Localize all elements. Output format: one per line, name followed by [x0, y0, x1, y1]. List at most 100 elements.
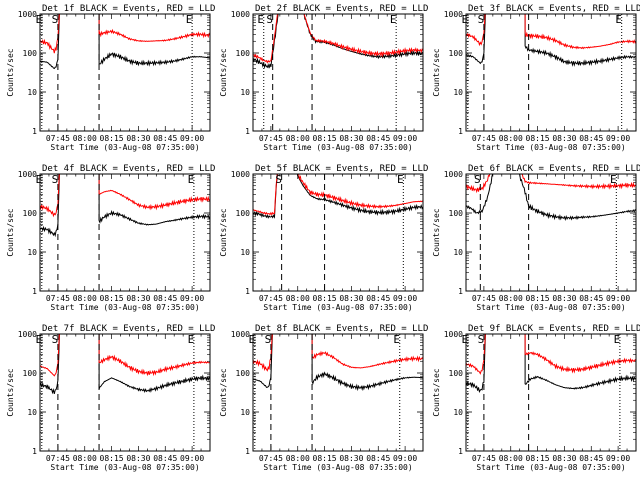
x-tick-label: 08:15: [526, 134, 550, 143]
marker-label: S: [52, 173, 59, 186]
y-tick-label: 10: [27, 248, 37, 257]
plot-frame: [39, 333, 211, 452]
x-axis-label: Start Time (03-Aug-08 07:35:00): [50, 463, 199, 472]
x-tick-label: 08:30: [552, 134, 576, 143]
chart-panel-7: Det 7f BLACK = Events, RED = LLD 1 10 100 10…: [6, 324, 215, 472]
series-line-events: [466, 334, 636, 393]
chart-panel-5: Det 5f BLACK = Events, RED = LLD 1 10 100 10…: [219, 164, 428, 312]
y-tick-label: 1: [245, 287, 250, 296]
y-tick-label: 100: [23, 369, 38, 378]
y-tick-label: 1000: [18, 330, 37, 339]
y-axis-label: Counts/sec: [432, 48, 441, 96]
series-line-lld: [466, 174, 636, 194]
y-tick-label: 1: [32, 287, 37, 296]
x-tick-label: 09:00: [180, 454, 204, 463]
x-tick-label: 08:15: [313, 134, 337, 143]
chart-title: Det 9f BLACK = Events, RED = LLD: [468, 324, 640, 334]
series-line-events: [253, 174, 423, 219]
marker-label: S: [266, 13, 273, 26]
series-line-lld: [466, 334, 636, 375]
y-tick-label: 1: [245, 127, 250, 136]
chart-title: Det 1f BLACK = Events, RED = LLD: [42, 4, 215, 14]
chart-title: Det 2f BLACK = Events, RED = LLD: [255, 4, 428, 14]
marker-label: S: [478, 13, 485, 26]
x-tick-label: 09:00: [393, 134, 417, 143]
y-axis-label: Counts/sec: [219, 208, 228, 256]
marker-label: E: [35, 173, 42, 186]
marker-label: E: [393, 333, 400, 346]
chart-title: Det 5f BLACK = Events, RED = LLD: [255, 164, 428, 174]
x-tick-label: 08:15: [100, 134, 124, 143]
x-tick-label: 08:15: [313, 294, 337, 303]
marker-label: E: [188, 333, 195, 346]
series-line-lld: [40, 174, 210, 218]
plot-frame: [465, 173, 637, 292]
x-tick-label: 08:00: [286, 454, 310, 463]
marker-label: E: [188, 173, 195, 186]
x-tick-label: 08:00: [286, 134, 310, 143]
x-tick-label: 09:00: [180, 134, 204, 143]
x-tick-label: 08:15: [313, 454, 337, 463]
x-tick-label: 08:30: [552, 294, 576, 303]
chart-panel-6: Det 6f BLACK = Events, RED = LLD 1 10 100 10…: [432, 164, 640, 312]
y-tick-label: 1: [458, 447, 463, 456]
x-tick-label: 08:45: [579, 294, 603, 303]
y-tick-label: 1000: [231, 170, 250, 179]
chart-title: Det 8f BLACK = Events, RED = LLD: [255, 324, 428, 334]
marker-label: E: [614, 333, 621, 346]
y-axis-label: Counts/sec: [219, 48, 228, 96]
y-axis-label: Counts/sec: [219, 368, 228, 416]
x-tick-label: 07:45: [472, 134, 496, 143]
series-line-events: [466, 14, 636, 67]
x-tick-label: 07:45: [46, 134, 70, 143]
plot-frame: [252, 13, 424, 132]
y-tick-label: 1: [458, 127, 463, 136]
x-tick-label: 08:30: [552, 454, 576, 463]
chart-title: Det 4f BLACK = Events, RED = LLD: [42, 164, 215, 174]
x-tick-label: 08:00: [499, 454, 523, 463]
chart-panel-3: Det 3f BLACK = Events, RED = LLD 1 10 100 10…: [432, 4, 640, 152]
x-tick-label: 08:30: [339, 294, 363, 303]
y-tick-label: 10: [453, 248, 463, 257]
x-tick-label: 08:00: [499, 294, 523, 303]
y-tick-label: 10: [453, 408, 463, 417]
y-tick-label: 100: [236, 209, 251, 218]
y-axis-label: Counts/sec: [6, 368, 15, 416]
x-tick-label: 09:00: [606, 454, 630, 463]
chart-panel-8: Det 8f BLACK = Events, RED = LLD 1 10 100 10…: [219, 324, 428, 472]
x-tick-label: 08:30: [126, 454, 150, 463]
series-line-events: [466, 174, 636, 222]
x-tick-label: 09:00: [606, 134, 630, 143]
y-tick-label: 1000: [18, 10, 37, 19]
chart-panel-2: Det 2f BLACK = Events, RED = LLD 1 10 100 10…: [219, 4, 428, 152]
marker-label: E: [186, 13, 193, 26]
x-axis-label: Start Time (03-Aug-08 07:35:00): [476, 303, 625, 312]
marker-label: E: [615, 13, 622, 26]
x-tick-label: 08:30: [126, 134, 150, 143]
plot-frame: [252, 333, 424, 452]
x-tick-label: 09:00: [606, 294, 630, 303]
x-tick-label: 08:45: [153, 294, 177, 303]
chart-panel-4: Det 4f BLACK = Events, RED = LLD 1 10 100 10…: [6, 164, 215, 312]
marker-label: E: [390, 13, 397, 26]
y-tick-label: 100: [23, 209, 38, 218]
x-axis-label: Start Time (03-Aug-08 07:35:00): [50, 303, 199, 312]
x-tick-label: 08:45: [366, 294, 390, 303]
chart-title: Det 6f BLACK = Events, RED = LLD: [468, 164, 640, 174]
y-tick-label: 100: [449, 369, 464, 378]
series-line-lld: [253, 334, 423, 372]
x-tick-label: 07:45: [259, 134, 283, 143]
y-tick-label: 10: [240, 88, 250, 97]
y-tick-label: 1: [32, 127, 37, 136]
y-tick-label: 100: [449, 49, 464, 58]
x-tick-label: 07:45: [472, 454, 496, 463]
y-axis-label: Counts/sec: [6, 48, 15, 96]
y-tick-label: 1: [32, 447, 37, 456]
x-tick-label: 08:45: [579, 134, 603, 143]
y-tick-label: 1000: [231, 330, 250, 339]
y-axis-label: Counts/sec: [6, 208, 15, 256]
marker-label: E: [35, 13, 42, 26]
y-tick-label: 100: [236, 369, 251, 378]
x-tick-label: 08:00: [73, 294, 97, 303]
chart-title: Det 7f BLACK = Events, RED = LLD: [42, 324, 215, 334]
